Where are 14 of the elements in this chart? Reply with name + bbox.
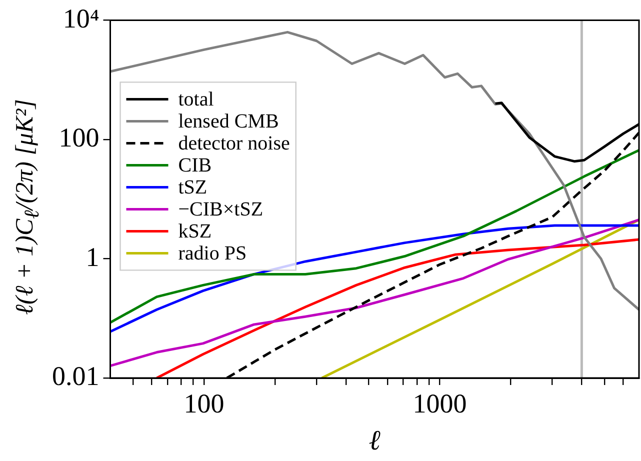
legend-label: tSZ (178, 176, 208, 198)
y-tick-label: 10⁴ (62, 3, 100, 34)
x-tick-label: 1000 (412, 388, 467, 418)
legend-label: detector noise (178, 132, 290, 154)
legend-label: radio PS (178, 242, 247, 264)
y-tick-label: 100 (58, 122, 100, 153)
legend-label: CIB (178, 154, 212, 176)
legend-label: −CIB×tSZ (178, 198, 264, 220)
legend-label: total (178, 88, 214, 110)
legend-label: lensed CMB (178, 110, 279, 132)
legend-label: kSZ (178, 220, 212, 242)
y-tick-label: 1 (86, 242, 100, 272)
x-axis-title: ℓ (368, 426, 381, 457)
y-tick-label: 0.01 (52, 361, 100, 392)
